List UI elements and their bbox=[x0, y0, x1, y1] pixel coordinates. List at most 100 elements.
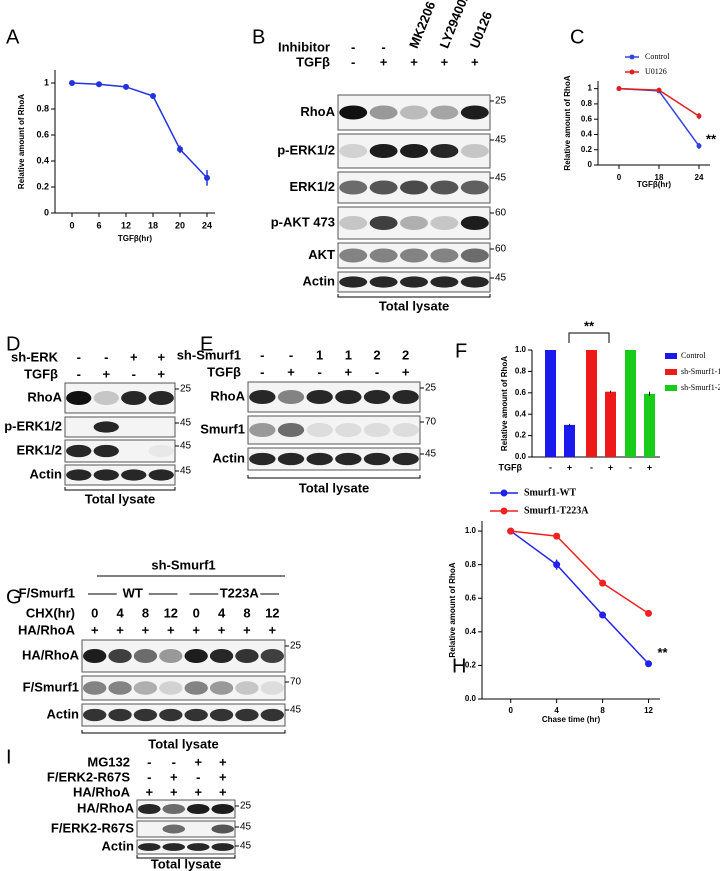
row-label: ERK1/2 bbox=[289, 179, 335, 194]
condition-name: MG132 bbox=[87, 754, 130, 769]
band bbox=[430, 276, 459, 288]
band bbox=[211, 843, 235, 851]
data-point bbox=[696, 143, 702, 149]
lane-label: + bbox=[194, 784, 202, 799]
condition-name: TGFβ bbox=[296, 54, 330, 69]
band bbox=[108, 708, 132, 722]
row-label: RhoA bbox=[210, 388, 245, 403]
band bbox=[400, 105, 428, 120]
blot-panel: Gsh-Smurf1 F/Smurf1 WT T223A CHX(hr) 0 4 8 12 0 4 8… bbox=[6, 557, 302, 751]
blot-strip bbox=[247, 415, 421, 445]
row-label: HA/RhoA bbox=[22, 647, 80, 662]
lane-label: - bbox=[132, 366, 136, 381]
panel-label: I bbox=[6, 746, 12, 768]
size-marker: 25 bbox=[180, 384, 192, 395]
lane-label: + bbox=[218, 622, 226, 637]
blot-footer: Total lysate bbox=[85, 491, 156, 506]
band bbox=[460, 276, 489, 288]
lane-label: + bbox=[410, 54, 418, 69]
data-point bbox=[645, 609, 653, 617]
band bbox=[83, 649, 107, 663]
band bbox=[430, 248, 459, 263]
band bbox=[184, 708, 208, 722]
band bbox=[369, 180, 398, 195]
band bbox=[363, 452, 391, 466]
data-point bbox=[123, 83, 129, 90]
band bbox=[162, 843, 186, 851]
lane-label: + bbox=[145, 784, 153, 799]
bar bbox=[625, 350, 636, 457]
lane-label: - bbox=[351, 54, 355, 69]
lane-label: + bbox=[192, 622, 200, 637]
legend-marker bbox=[629, 54, 635, 60]
lane-label: 0 bbox=[91, 605, 98, 620]
band bbox=[159, 681, 183, 695]
band bbox=[339, 276, 368, 288]
band bbox=[335, 390, 362, 404]
lane-label: 0 bbox=[193, 605, 200, 620]
y-axis-title: Relative amount of RhoA bbox=[17, 94, 26, 189]
lane-label: 12 bbox=[164, 605, 178, 620]
footer-bracket bbox=[337, 294, 491, 298]
row-label: RhoA bbox=[300, 104, 335, 119]
blot-header: sh-Smurf1 bbox=[151, 557, 215, 572]
series-line bbox=[510, 530, 650, 665]
lane-label: - bbox=[381, 39, 385, 54]
row-label: AKT bbox=[308, 247, 335, 262]
y-tick-label: 0 bbox=[44, 207, 49, 217]
size-marker: 70 bbox=[425, 417, 437, 428]
band bbox=[93, 421, 119, 433]
blot-strip bbox=[64, 416, 176, 438]
y-tick-label: 0.0 bbox=[465, 694, 477, 703]
band bbox=[148, 469, 174, 481]
data-point bbox=[599, 611, 607, 619]
band bbox=[430, 216, 459, 230]
y-tick-label: 0.8 bbox=[36, 103, 49, 113]
x-tick-label: + bbox=[608, 462, 613, 472]
row-label: p-ERK1/2 bbox=[4, 418, 62, 433]
condition-name: sh-Smurf1 bbox=[177, 347, 241, 362]
x-axis-title: TGFβ bbox=[499, 462, 523, 472]
size-marker: 45 bbox=[495, 273, 507, 284]
size-marker: 25 bbox=[290, 641, 302, 652]
band bbox=[306, 390, 333, 404]
x-tick-label: + bbox=[647, 462, 652, 472]
band bbox=[339, 216, 368, 230]
data-point bbox=[96, 81, 102, 88]
band bbox=[148, 391, 174, 405]
size-marker: 60 bbox=[495, 244, 507, 255]
x-tick-label: 0 bbox=[508, 706, 513, 715]
lane-label: 12 bbox=[265, 605, 279, 620]
annotation: ** bbox=[584, 318, 595, 333]
y-tick-label: 0.4 bbox=[465, 627, 477, 636]
band bbox=[108, 649, 132, 663]
x-tick-label: 12 bbox=[644, 706, 653, 715]
data-point bbox=[696, 113, 702, 119]
y-tick-label: 1.0 bbox=[465, 526, 477, 535]
panel-label: G bbox=[6, 586, 22, 608]
lane-label: + bbox=[167, 622, 175, 637]
x-tick-label: 8 bbox=[600, 706, 605, 715]
x-axis-title: Chase time (hr) bbox=[542, 715, 601, 724]
band bbox=[392, 452, 419, 466]
band bbox=[369, 216, 398, 230]
lane-label: - bbox=[289, 347, 293, 362]
row-label: Actin bbox=[30, 466, 63, 481]
row-label: p-ERK1/2 bbox=[277, 142, 335, 157]
lane-label: + bbox=[219, 754, 227, 769]
data-point bbox=[553, 561, 561, 569]
x-tick-label: 18 bbox=[655, 173, 664, 182]
y-tick-label: 0.0 bbox=[515, 452, 527, 461]
y-tick-label: 0.6 bbox=[465, 593, 477, 602]
y-tick-label: 0.6 bbox=[515, 388, 527, 397]
condition-name: sh-ERK bbox=[11, 349, 59, 364]
y-tick-label: 0.8 bbox=[581, 99, 593, 108]
legend-marker bbox=[500, 507, 508, 515]
chart-panel: H 0.0 0.2 0.4 0.6 0.8 1.0 0 4 8 12 Relative amount … bbox=[448, 487, 668, 724]
bar bbox=[605, 391, 616, 457]
series-line bbox=[71, 82, 208, 179]
lane-label: + bbox=[441, 54, 449, 69]
band bbox=[66, 444, 92, 458]
band bbox=[460, 180, 489, 195]
